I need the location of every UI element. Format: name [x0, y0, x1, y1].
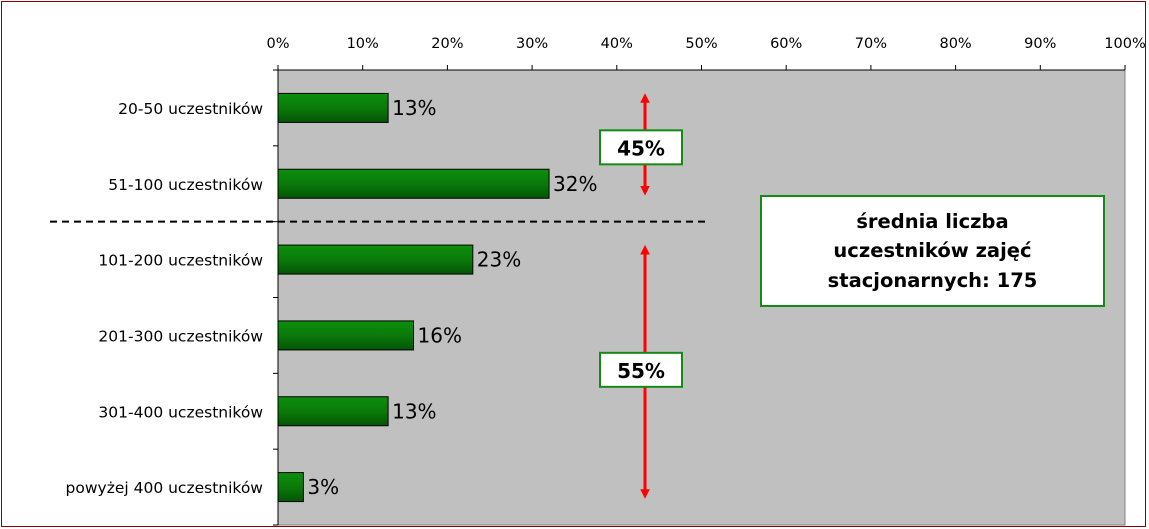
category-label: 101-200 uczestników	[98, 252, 263, 270]
group-percent-box	[599, 129, 683, 166]
x-tick-label: 60%	[770, 36, 802, 52]
x-tick-label: 20%	[431, 36, 463, 52]
data-label: 13%	[392, 399, 436, 423]
data-label: 13%	[392, 96, 436, 120]
category-label: 20-50 uczestników	[118, 100, 263, 118]
x-tick-label: 30%	[516, 36, 548, 52]
average-participants-annotation: średnia liczba uczestników zajęć stacjon…	[760, 195, 1105, 307]
x-tick-label: 10%	[347, 36, 379, 52]
data-label: 3%	[307, 475, 339, 499]
bar	[277, 168, 550, 199]
category-label: 51-100 uczestników	[108, 176, 263, 194]
data-label: 16%	[418, 323, 462, 347]
annotation-line-1: średnia liczba	[856, 210, 1009, 234]
x-tick-label: 90%	[1024, 36, 1056, 52]
x-tick-label: 0%	[266, 36, 289, 52]
bar	[277, 92, 389, 123]
bar	[277, 244, 474, 275]
group-percent-label: 55%	[617, 359, 665, 383]
data-label: 23%	[477, 248, 521, 272]
data-label: 32%	[553, 172, 597, 196]
group-percent-label: 45%	[617, 136, 665, 160]
x-tick-label: 100%	[1104, 36, 1145, 52]
category-label: 301-400 uczestników	[98, 403, 263, 421]
annotation-line-2: uczestników zajęć	[833, 239, 1032, 263]
group-percent-box	[599, 351, 683, 388]
bar	[277, 472, 304, 503]
x-tick-label: 40%	[601, 36, 633, 52]
bar	[277, 320, 415, 351]
category-label: 201-300 uczestników	[98, 327, 263, 345]
category-label: powyżej 400 uczestników	[66, 479, 264, 497]
bar	[277, 396, 389, 427]
x-tick-label: 80%	[939, 36, 971, 52]
x-tick-label: 50%	[685, 36, 717, 52]
x-tick-label: 70%	[855, 36, 887, 52]
annotation-line-3: stacjonarnych: 175	[827, 268, 1038, 292]
